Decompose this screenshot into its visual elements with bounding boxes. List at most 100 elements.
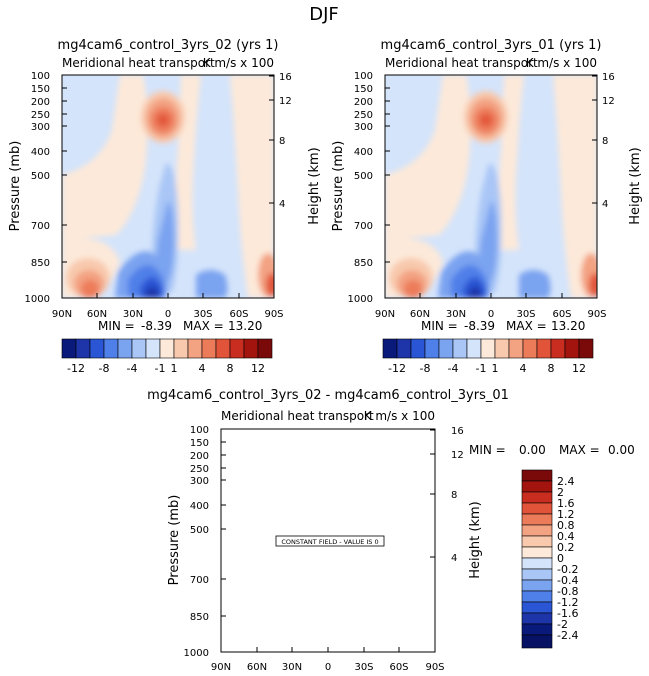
svg-text:700: 700 bbox=[190, 575, 209, 586]
x-tick-90N: 90N bbox=[52, 293, 72, 320]
colorbar-swatch bbox=[257, 338, 273, 359]
height-tick-12: 12 bbox=[430, 450, 464, 461]
colorbar-swatch bbox=[521, 491, 553, 504]
y-axis-label: Pressure (mb) bbox=[8, 141, 23, 232]
colorbar-label: 1 bbox=[171, 362, 178, 375]
svg-text:12: 12 bbox=[279, 96, 292, 107]
pressure-tick-200: 200 bbox=[31, 97, 67, 108]
pressure-tick-250: 250 bbox=[354, 110, 390, 121]
svg-text:60N: 60N bbox=[87, 309, 107, 320]
x-tick-60N: 60N bbox=[247, 647, 267, 673]
pressure-tick-400: 400 bbox=[31, 147, 67, 158]
height-tick-8: 8 bbox=[430, 490, 457, 501]
svg-text:16: 16 bbox=[451, 426, 464, 437]
pressure-tick-300: 300 bbox=[354, 122, 390, 133]
contour-field bbox=[385, 75, 597, 298]
colorbar-label: -1 bbox=[155, 362, 166, 375]
height-tick-4: 4 bbox=[430, 553, 457, 564]
colorbar-swatch bbox=[438, 338, 454, 359]
x-ticks: 90N 60N 30N 0 30S 60S 90S bbox=[211, 647, 445, 673]
colorbar-swatch bbox=[522, 338, 538, 359]
svg-text:1000: 1000 bbox=[25, 294, 50, 305]
svg-text:8: 8 bbox=[279, 136, 285, 147]
svg-text:30S: 30S bbox=[354, 662, 373, 673]
panel-subtitle-left: Meridional heat transport bbox=[62, 56, 215, 70]
panel-title: mg4cam6_control_3yrs_02 (yrs 1) bbox=[58, 38, 279, 53]
pressure-tick-200: 200 bbox=[354, 97, 390, 108]
colorbar-label: -1 bbox=[476, 362, 487, 375]
colorbar-swatch bbox=[521, 502, 553, 515]
svg-text:30N: 30N bbox=[123, 309, 143, 320]
svg-text:8: 8 bbox=[451, 490, 457, 501]
panel-title: mg4cam6_control_3yrs_02 - mg4cam6_contro… bbox=[147, 388, 509, 403]
svg-text:700: 700 bbox=[31, 221, 50, 232]
colorbar-label: -12 bbox=[388, 362, 406, 375]
colorbar-swatch bbox=[201, 338, 217, 359]
colorbar-swatch bbox=[452, 338, 468, 359]
y2-axis-label: Height (km) bbox=[468, 501, 483, 578]
svg-text:60S: 60S bbox=[229, 309, 248, 320]
height-tick-4: 4 bbox=[269, 199, 285, 210]
x-tick-90N: 90N bbox=[375, 293, 395, 320]
x-tick-0: 0 bbox=[165, 293, 171, 320]
x-tick-0: 0 bbox=[325, 647, 331, 673]
diff-colorbar: 2.4 2 1.6 1.2 0.8 0.4 0.2 0 -0.2 -0.4 -0… bbox=[521, 469, 578, 649]
colorbar-swatch bbox=[131, 338, 147, 359]
svg-text:400: 400 bbox=[31, 147, 50, 158]
svg-text:30S: 30S bbox=[516, 309, 535, 320]
max-label: MAX = bbox=[506, 319, 547, 333]
colorbar-swatch bbox=[424, 338, 440, 359]
svg-text:500: 500 bbox=[354, 171, 373, 182]
colorbar-swatch bbox=[550, 338, 566, 359]
svg-text:0: 0 bbox=[165, 309, 171, 320]
panel-title: mg4cam6_control_3yrs_01 (yrs 1) bbox=[381, 38, 602, 53]
svg-text:100: 100 bbox=[190, 425, 209, 436]
colorbar-swatch bbox=[521, 601, 553, 614]
colorbar-label: -8 bbox=[420, 362, 431, 375]
colorbar-label: 1.2 bbox=[557, 508, 575, 521]
svg-text:850: 850 bbox=[354, 258, 373, 269]
colorbar-swatch bbox=[521, 513, 553, 526]
pressure-tick-100: 100 bbox=[31, 71, 67, 82]
svg-text:4: 4 bbox=[602, 199, 608, 210]
panel-subtitle-right: K m/s x 100 bbox=[203, 56, 274, 70]
colorbar-swatch bbox=[382, 338, 398, 359]
colorbar-swatch bbox=[410, 338, 426, 359]
colorbar-label: 2 bbox=[557, 486, 564, 499]
y2-axis-label: Height (km) bbox=[628, 147, 643, 224]
svg-text:250: 250 bbox=[354, 110, 373, 121]
panel-subtitle-left: Meridional heat transport bbox=[385, 56, 538, 70]
colorbar-swatch bbox=[521, 546, 553, 559]
x-ticks: 90N 60N 30N 0 30S 60S 90S bbox=[375, 293, 607, 320]
colorbar-swatch bbox=[564, 338, 580, 359]
colorbar-label: -2.4 bbox=[557, 629, 578, 642]
colorbar-swatch bbox=[521, 568, 553, 581]
x-tick-30N: 30N bbox=[446, 293, 466, 320]
svg-text:60N: 60N bbox=[247, 662, 267, 673]
colorbar-swatch bbox=[521, 535, 553, 548]
x-tick-90S: 90S bbox=[264, 293, 284, 320]
colorbar-swatch bbox=[229, 338, 245, 359]
svg-text:90S: 90S bbox=[425, 662, 444, 673]
svg-text:300: 300 bbox=[190, 476, 209, 487]
colorbar-label: 8 bbox=[227, 362, 234, 375]
colorbar-label: -4 bbox=[448, 362, 459, 375]
svg-text:200: 200 bbox=[354, 97, 373, 108]
svg-text:150: 150 bbox=[31, 84, 50, 95]
colorbar-label: 12 bbox=[572, 362, 586, 375]
height-tick-12: 12 bbox=[592, 96, 615, 107]
svg-text:90N: 90N bbox=[52, 309, 72, 320]
colorbar-swatch bbox=[89, 338, 105, 359]
colorbar-label: 4 bbox=[199, 362, 206, 375]
colorbar-label: 2.4 bbox=[557, 475, 575, 488]
svg-text:90S: 90S bbox=[264, 309, 283, 320]
pressure-tick-250: 250 bbox=[31, 110, 67, 121]
svg-text:150: 150 bbox=[354, 84, 373, 95]
colorbar-label: -12 bbox=[67, 362, 85, 375]
colorbar-swatch bbox=[521, 557, 553, 570]
colorbar-swatch bbox=[75, 338, 91, 359]
pressure-tick-850: 850 bbox=[354, 258, 390, 269]
svg-text:150: 150 bbox=[190, 438, 209, 449]
svg-text:16: 16 bbox=[602, 72, 615, 83]
